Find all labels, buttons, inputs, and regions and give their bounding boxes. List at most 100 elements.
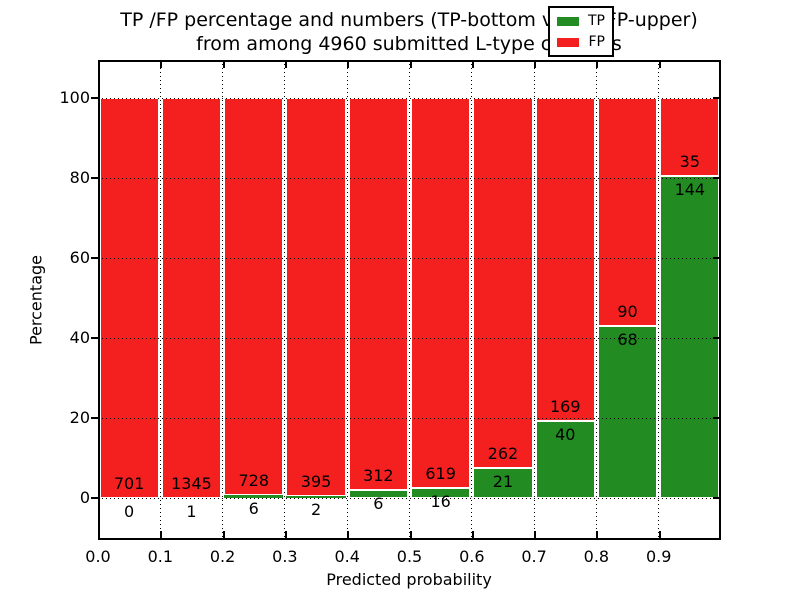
fp-count-label: 262	[487, 444, 519, 464]
fp-count-label: 35	[679, 152, 701, 172]
legend-label-fp: FP	[588, 34, 606, 50]
grid-v-line	[471, 60, 473, 540]
bar-segment-fp	[286, 98, 346, 496]
tp-count-label: 6	[248, 498, 259, 518]
tp-count-label: 144	[674, 180, 706, 200]
bar-segment-fp	[348, 98, 408, 491]
tp-count-label: 21	[492, 472, 514, 492]
legend-item-tp: TP	[557, 14, 605, 28]
x-tick	[409, 531, 412, 538]
y-tick-label: 40	[69, 328, 90, 347]
x-tick-top	[471, 62, 474, 68]
x-tick-label: 0.4	[334, 547, 360, 566]
bar-segment-tp	[473, 468, 533, 498]
grid-v-line	[533, 60, 535, 540]
fp-count-label: 169	[549, 397, 581, 417]
tp-count-label: 1	[186, 501, 197, 521]
spine-bottom	[98, 538, 721, 540]
legend-swatch-tp	[557, 16, 579, 26]
spine-left	[98, 60, 100, 540]
y-tick-label: 0	[79, 488, 90, 507]
y-tick-right	[713, 337, 719, 339]
x-tick-top	[409, 62, 412, 68]
tp-count-label: 0	[124, 502, 135, 521]
y-tick-right	[713, 497, 719, 499]
x-tick-label: 0.9	[645, 547, 672, 566]
tp-count-label: 68	[617, 329, 638, 349]
bar-segment-tp	[660, 176, 720, 498]
x-tick	[347, 531, 350, 538]
fp-count-label: 312	[363, 466, 394, 486]
x-tick-top	[534, 62, 537, 68]
x-tick-top	[658, 62, 661, 68]
tp-count-label: 16	[430, 491, 451, 511]
x-tick-label: 0.6	[459, 547, 485, 566]
bar-segment-tp	[535, 421, 595, 498]
x-tick-top	[98, 62, 100, 68]
y-tick-label: 80	[69, 168, 90, 187]
grid-v-line	[409, 60, 410, 540]
tp-count-label: 6	[373, 494, 384, 514]
x-tick-top	[347, 62, 350, 68]
grid-v-line	[159, 60, 161, 540]
y-tick-right	[713, 257, 719, 259]
bar-segment-fp	[660, 98, 720, 177]
x-tick	[658, 531, 661, 538]
bar-segment-fp	[411, 98, 471, 488]
spine-right	[719, 60, 721, 540]
bar-segment-fp	[597, 98, 658, 326]
y-tick-right	[713, 417, 719, 419]
bar-segment-fp	[535, 98, 595, 422]
bar-segment-fp	[473, 98, 533, 469]
grid-v-line	[595, 60, 597, 540]
y-tick	[91, 417, 98, 419]
x-tick-label: 0.1	[147, 547, 174, 566]
y-tick	[91, 257, 98, 259]
fp-count-label: 1345	[171, 473, 212, 493]
x-tick-top	[719, 62, 721, 68]
x-tick-label: 0.3	[272, 547, 298, 566]
x-tick-label: 0.0	[85, 547, 111, 566]
bar-segment-tp	[286, 496, 346, 498]
x-tick	[98, 531, 100, 538]
x-tick	[596, 531, 599, 538]
y-tick	[91, 497, 98, 499]
y-tick-label: 60	[69, 248, 90, 267]
tp-count-label: 40	[555, 425, 576, 445]
x-tick	[284, 531, 287, 538]
y-tick-label: 20	[69, 408, 90, 427]
x-tick-top	[160, 62, 163, 68]
bar-segment-fp	[224, 98, 284, 495]
grid-v-line	[658, 60, 660, 540]
x-tick	[222, 531, 225, 538]
x-tick	[160, 531, 163, 538]
x-tick-label: 0.7	[521, 547, 547, 566]
legend-label-tp: TP	[588, 13, 605, 29]
x-axis-label: Predicted probability	[326, 570, 492, 589]
x-tick	[534, 531, 537, 538]
x-tick	[471, 531, 474, 538]
x-tick-top	[222, 62, 225, 68]
tp-count-label: 2	[310, 500, 322, 519]
bar-segment-fp	[161, 98, 222, 498]
grid-v-line	[284, 60, 286, 540]
grid-v-line	[222, 60, 224, 540]
y-tick-label: 100	[59, 88, 90, 107]
bar-segment-tp	[411, 487, 471, 498]
fp-count-label: 619	[425, 463, 456, 483]
fp-count-label: 90	[617, 301, 638, 321]
fp-count-label: 728	[238, 470, 270, 490]
y-tick-right	[713, 97, 719, 99]
bar-segment-tp	[224, 494, 284, 498]
bar-segment-fp	[99, 98, 159, 498]
y-tick	[91, 97, 98, 99]
x-tick-label: 0.8	[583, 547, 610, 566]
legend-swatch-fp	[557, 37, 579, 47]
x-tick-top	[284, 62, 287, 68]
chart-title-line2: from among 4960 submitted L-type contact…	[196, 33, 622, 55]
grid-v-line	[346, 60, 348, 540]
x-tick-top	[596, 62, 599, 68]
y-tick	[91, 337, 98, 339]
legend: TP FP	[548, 6, 614, 57]
